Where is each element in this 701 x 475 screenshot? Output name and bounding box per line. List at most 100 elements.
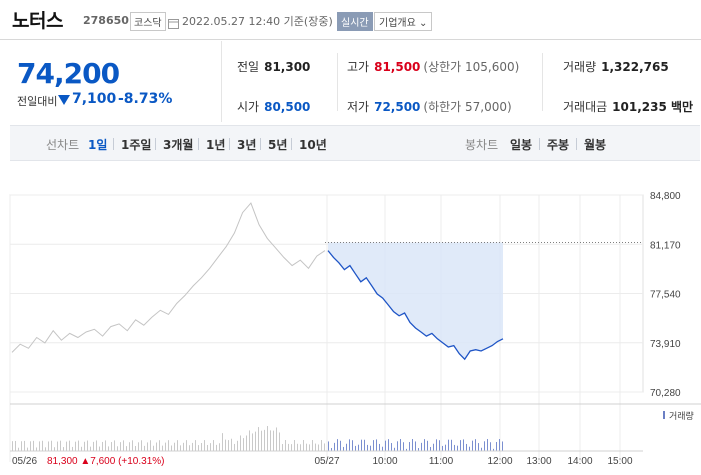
tab-1w[interactable]: 1주일	[121, 138, 152, 152]
volume-bar	[33, 440, 34, 451]
volume-bar	[475, 439, 476, 451]
volume-bar	[42, 440, 43, 451]
volume-bar	[273, 430, 274, 451]
volume-bar	[15, 440, 16, 451]
volume-bar	[201, 443, 202, 451]
tab-3m[interactable]: 3개월	[163, 138, 194, 152]
volume-bar	[48, 441, 49, 451]
stock-name: 노터스	[12, 10, 63, 32]
volume-bar	[225, 439, 226, 451]
tab-daily[interactable]: 일봉	[510, 138, 533, 152]
volume-bar	[99, 446, 100, 451]
divider	[576, 138, 577, 150]
volume-bar	[454, 444, 455, 451]
lower-limit: (하한가 57,000)	[423, 100, 512, 114]
volume-bar	[138, 442, 139, 451]
volume-bar	[192, 442, 193, 451]
volume-bar	[84, 441, 85, 451]
stat-value: 101,235 백만	[612, 100, 694, 114]
x-tick-label: 15:00	[607, 456, 632, 467]
volume-bar	[291, 444, 292, 451]
volume-bar	[300, 444, 301, 451]
volume-bar	[469, 446, 470, 451]
volume-bar	[96, 440, 97, 451]
volume-bar	[288, 443, 289, 451]
volume-bar	[358, 444, 359, 451]
x-tick-label: 05/27	[314, 456, 339, 467]
volume-bar	[285, 440, 286, 451]
volume-bar	[228, 440, 229, 451]
prev-day-line	[11, 202, 326, 353]
down-triangle-icon	[58, 95, 70, 105]
volume-bar	[334, 442, 335, 451]
stat-value: 81,300	[264, 60, 311, 74]
volume-bar	[472, 440, 473, 451]
tab-1d[interactable]: 1일	[88, 138, 108, 152]
volume-bar	[57, 441, 58, 451]
volume-bar	[340, 440, 341, 451]
stat-prev-close: 전일 81,300	[237, 58, 310, 75]
volume-bar	[180, 445, 181, 451]
volume-bar	[132, 440, 133, 451]
volume-bar	[234, 443, 235, 451]
volume-bar	[367, 444, 368, 451]
volume-bar	[312, 440, 313, 451]
volume-bar	[198, 445, 199, 451]
volume-bar	[66, 441, 67, 451]
volume-bar	[403, 442, 404, 451]
volume-bar	[129, 442, 130, 451]
volume-bar	[141, 440, 142, 451]
volume-bar	[442, 445, 443, 451]
volume-bar	[249, 430, 250, 451]
volume-bar	[24, 440, 25, 451]
volume-bar	[394, 447, 395, 451]
tab-weekly[interactable]: 주봉	[547, 138, 570, 152]
tab-5y[interactable]: 5년	[268, 138, 288, 152]
volume-bar	[481, 447, 482, 451]
prev-day-info: 81,300 ▲7,600 (+10.31%)	[47, 456, 164, 467]
stat-amount: 거래대금 101,235 백만	[563, 98, 693, 115]
volume-bar	[168, 440, 169, 451]
realtime-button[interactable]: 실시간	[337, 12, 373, 31]
volume-bar	[93, 441, 94, 451]
tab-1y[interactable]: 1년	[206, 138, 226, 152]
volume-bar	[102, 441, 103, 451]
volume-bar	[478, 443, 479, 451]
volume-bar	[502, 441, 503, 451]
divider	[260, 138, 261, 150]
stat-label: 전일	[237, 60, 260, 74]
volume-bar	[177, 440, 178, 451]
volume-bar	[466, 443, 467, 451]
volume-bar	[445, 444, 446, 451]
volume-bar	[318, 444, 319, 451]
stock-header: 노터스 278650 코스닥 2022.05.27 12:40 기준(장중) 실…	[0, 0, 701, 40]
tab-10y[interactable]: 10년	[299, 138, 327, 152]
tab-3y[interactable]: 3년	[237, 138, 257, 152]
volume-bar	[252, 433, 253, 451]
volume-bar	[258, 427, 259, 451]
tab-monthly[interactable]: 월봉	[584, 138, 607, 152]
quote-timestamp: 2022.05.27 12:40 기준(장중)	[182, 15, 333, 28]
today-line	[327, 250, 504, 361]
company-overview-button[interactable]: 기업개요 ⌄	[374, 12, 433, 31]
volume-bar	[321, 440, 322, 451]
stat-label: 저가	[347, 100, 370, 114]
volume-bar	[219, 443, 220, 451]
volume-bar	[72, 446, 73, 451]
stat-label: 거래대금	[563, 100, 608, 114]
volume-bar	[147, 442, 148, 451]
divider	[229, 138, 230, 150]
volume-bar	[207, 444, 208, 451]
volume-bar	[412, 439, 413, 451]
chart-tabs: 선차트 1일 1주일 3개월 1년 3년 5년 10년 봉차트 일봉 주봉 월봉	[10, 125, 700, 161]
volume-bar	[343, 446, 344, 451]
volume-bar	[315, 443, 316, 451]
volume-bar	[189, 445, 190, 451]
volume-bar	[349, 439, 350, 451]
stat-value: 81,500	[374, 60, 421, 74]
price-chart[interactable]: 84,800 81,170 77,540 73,910 70,280 거래량 05/26 81…	[0, 180, 701, 475]
volume-bar	[427, 440, 428, 451]
volume-bar	[421, 442, 422, 451]
volume-bar	[60, 440, 61, 451]
volume-bar	[303, 440, 304, 451]
